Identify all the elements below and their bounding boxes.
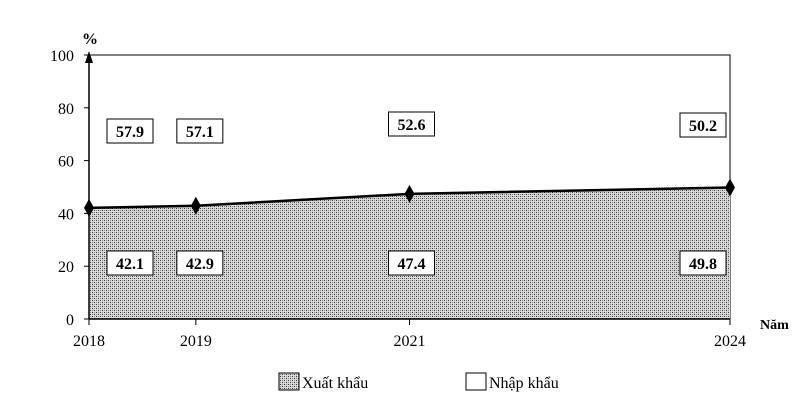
legend-swatch-nhap-khau <box>465 372 487 391</box>
data-label-nk-2019: 57.1 <box>186 124 214 141</box>
data-label-nk-2024-box <box>679 112 727 138</box>
x-axis-unit: Năm <box>760 318 789 333</box>
data-label-nk-2018-box <box>106 118 154 144</box>
y-axis-arrow <box>85 51 93 63</box>
y-ticks-group: 0 20 40 60 80 100 <box>50 48 89 329</box>
data-label-xk-2019-box <box>176 250 224 276</box>
y-tick-label-80: 80 <box>58 101 74 118</box>
x-tick-label-2018: 2018 <box>73 333 105 350</box>
data-label-nk-2021-box <box>388 111 435 137</box>
data-label-xk-2024-box <box>679 250 727 276</box>
y-tick-label-20: 20 <box>58 259 74 276</box>
legend-swatch-xuat-khau <box>278 372 300 391</box>
data-label-nk-2021: 52.6 <box>398 117 426 134</box>
y-tick-label-40: 40 <box>58 206 74 223</box>
marker-2024 <box>725 178 735 197</box>
data-label-nk-2024: 50.2 <box>689 118 717 135</box>
x-tick-label-2019: 2019 <box>180 333 212 350</box>
legend-label-xuat-khau: Xuất khẩu <box>302 375 368 392</box>
data-label-nk-2018: 57.9 <box>116 124 144 141</box>
data-label-xk-2018: 42.1 <box>116 256 144 273</box>
y-tick-label-0: 0 <box>66 312 74 329</box>
data-label-nk-2019-box <box>176 118 224 144</box>
data-label-xk-2024: 49.8 <box>689 256 717 273</box>
data-label-xk-2021-box <box>388 250 435 276</box>
legend: Xuất khẩu Nhập khẩu <box>278 372 559 392</box>
x-tick-label-2024: 2024 <box>714 333 746 350</box>
markers-group <box>84 178 735 217</box>
x-ticks-group: 2018 2019 2021 2024 <box>73 319 746 350</box>
y-tick-label-60: 60 <box>58 154 74 171</box>
data-labels-group: 42.1 42.9 47.4 49.8 57.9 57.1 52.6 50.2 <box>106 111 727 276</box>
boundary-line <box>88 186 731 210</box>
y-axis-unit: % <box>82 31 98 48</box>
marker-2021 <box>404 184 415 203</box>
data-label-xk-2021: 47.4 <box>398 256 426 273</box>
y-tick-label-100: 100 <box>50 48 74 65</box>
legend-label-nhap-khau: Nhập khẩu <box>489 375 559 392</box>
marker-2019 <box>190 196 201 215</box>
data-label-xk-2018-box <box>106 250 154 276</box>
data-label-xk-2019: 42.9 <box>186 256 214 273</box>
x-tick-label-2021: 2021 <box>394 333 426 350</box>
